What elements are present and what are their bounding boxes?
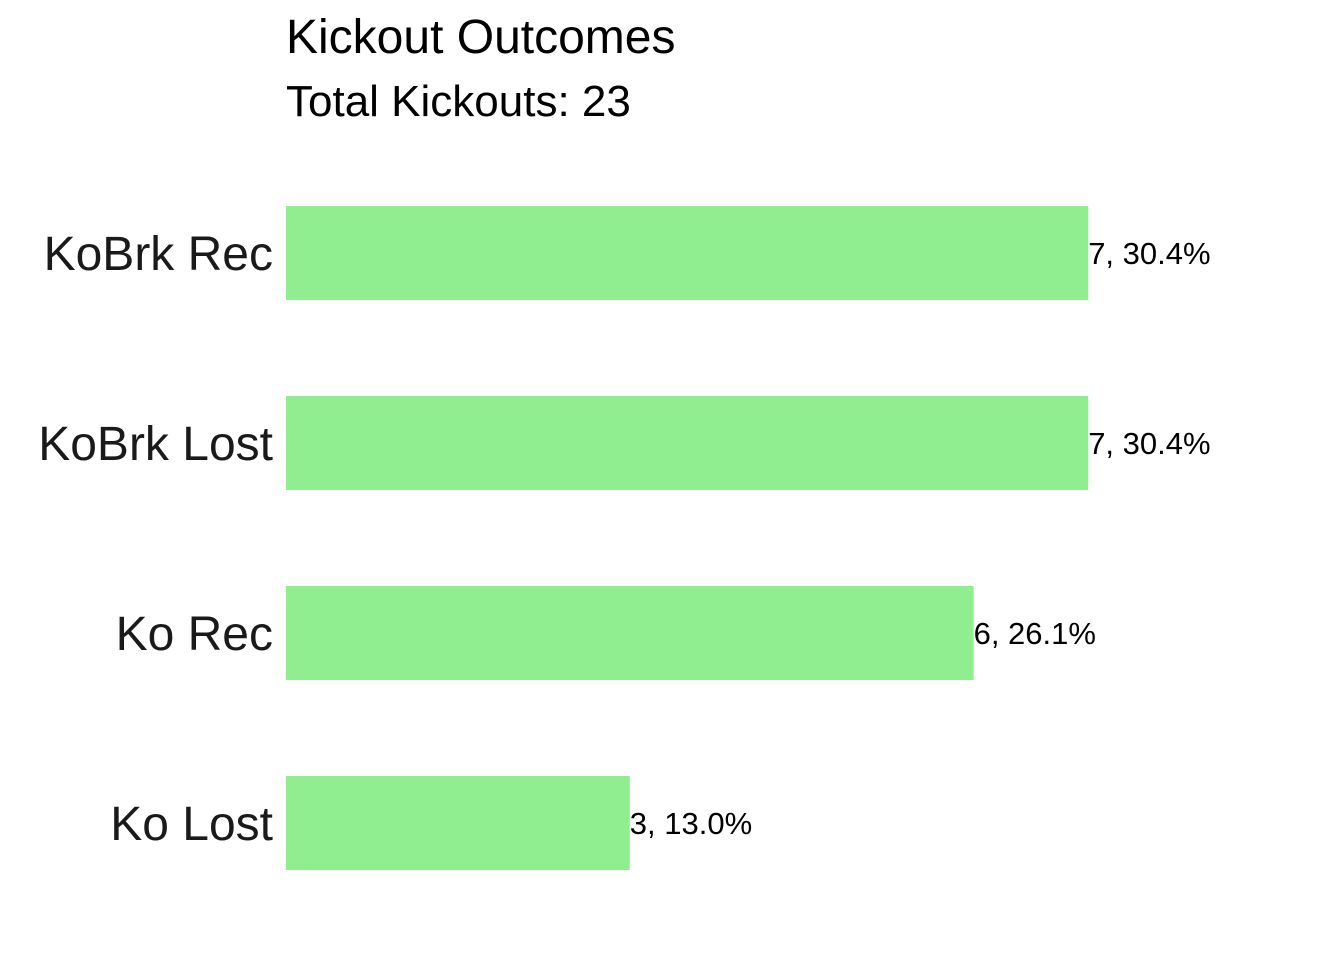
- category-label: KoBrk Rec: [44, 228, 273, 281]
- category-label: Ko Rec: [116, 608, 273, 661]
- bar: [286, 206, 1089, 300]
- chart-title: Kickout Outcomes: [286, 11, 675, 64]
- chart-subtitle: Total Kickouts: 23: [286, 77, 631, 126]
- category-label: Ko Lost: [110, 798, 273, 851]
- data-label: 3, 13.0%: [630, 806, 752, 841]
- data-label: 7, 30.4%: [1088, 426, 1210, 461]
- bar: [286, 586, 974, 680]
- data-label: 6, 26.1%: [974, 616, 1096, 651]
- plot-area: KoBrk Rec 7, 30.4% KoBrk Lost 7, 30.4% Ko Re…: [38, 206, 1211, 870]
- data-label: 7, 30.4%: [1088, 236, 1210, 271]
- category-label: KoBrk Lost: [38, 418, 273, 471]
- bar: [286, 776, 630, 870]
- bar: [286, 396, 1089, 490]
